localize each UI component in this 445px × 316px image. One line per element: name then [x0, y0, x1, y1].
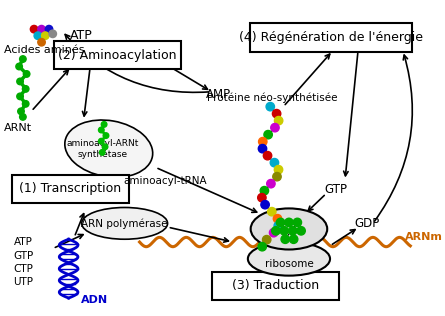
- Text: GDP: GDP: [355, 217, 380, 230]
- Circle shape: [38, 25, 45, 33]
- Circle shape: [38, 39, 45, 46]
- Circle shape: [264, 131, 272, 139]
- Text: Acides aminés: Acides aminés: [4, 45, 85, 55]
- Text: ARNt: ARNt: [4, 123, 32, 132]
- Circle shape: [34, 32, 41, 40]
- Circle shape: [267, 179, 275, 188]
- Circle shape: [98, 138, 104, 144]
- Circle shape: [258, 193, 266, 202]
- Circle shape: [41, 32, 49, 40]
- Circle shape: [272, 227, 280, 235]
- Circle shape: [261, 200, 269, 209]
- FancyBboxPatch shape: [12, 175, 129, 203]
- Circle shape: [293, 218, 302, 227]
- Circle shape: [273, 215, 282, 223]
- Text: Protéine néo-synthétisée: Protéine néo-synthétisée: [207, 93, 337, 103]
- Text: AMP: AMP: [206, 88, 231, 101]
- Circle shape: [260, 186, 269, 195]
- Circle shape: [99, 149, 105, 155]
- Circle shape: [274, 222, 283, 230]
- Text: ADN: ADN: [81, 295, 108, 305]
- Ellipse shape: [251, 209, 327, 250]
- Text: ARN polymérase: ARN polymérase: [81, 218, 168, 228]
- Ellipse shape: [82, 208, 168, 239]
- Circle shape: [281, 235, 289, 243]
- Circle shape: [98, 127, 104, 133]
- Ellipse shape: [65, 120, 153, 177]
- Circle shape: [49, 30, 57, 38]
- Text: GTP: GTP: [324, 183, 347, 196]
- Circle shape: [289, 235, 298, 243]
- Circle shape: [22, 100, 29, 107]
- Circle shape: [263, 151, 272, 160]
- Circle shape: [16, 63, 22, 70]
- Circle shape: [17, 93, 23, 100]
- Circle shape: [45, 25, 53, 33]
- Circle shape: [270, 158, 279, 167]
- Circle shape: [23, 71, 30, 77]
- Circle shape: [30, 25, 38, 33]
- Circle shape: [272, 109, 281, 118]
- Circle shape: [274, 166, 283, 174]
- Circle shape: [297, 227, 305, 235]
- FancyBboxPatch shape: [212, 272, 340, 300]
- Circle shape: [271, 124, 279, 132]
- Circle shape: [259, 137, 267, 146]
- Text: ATP
GTP
CTP
UTP: ATP GTP CTP UTP: [13, 237, 34, 287]
- Circle shape: [17, 78, 23, 85]
- Circle shape: [20, 114, 26, 120]
- Circle shape: [102, 144, 108, 149]
- Circle shape: [266, 102, 275, 111]
- Circle shape: [280, 227, 288, 235]
- Text: (1) Transcription: (1) Transcription: [20, 182, 121, 195]
- Text: (3) Traduction: (3) Traduction: [232, 279, 320, 292]
- Circle shape: [18, 108, 24, 115]
- Circle shape: [273, 173, 281, 181]
- Circle shape: [22, 86, 29, 92]
- Text: ATP: ATP: [69, 29, 92, 42]
- Circle shape: [269, 228, 278, 237]
- Circle shape: [258, 144, 267, 153]
- Circle shape: [103, 133, 109, 138]
- Text: ARNm: ARNm: [405, 232, 443, 242]
- Circle shape: [267, 208, 276, 216]
- FancyBboxPatch shape: [250, 23, 412, 52]
- Circle shape: [20, 56, 26, 62]
- Ellipse shape: [248, 242, 330, 276]
- Text: (2) Aminoacylation: (2) Aminoacylation: [58, 49, 176, 62]
- Text: (4) Régénération de l'énergie: (4) Régénération de l'énergie: [239, 31, 423, 44]
- FancyBboxPatch shape: [54, 41, 181, 69]
- Circle shape: [263, 235, 271, 244]
- Circle shape: [275, 117, 283, 125]
- Circle shape: [288, 227, 297, 235]
- Circle shape: [285, 218, 293, 227]
- Text: ribosome: ribosome: [265, 259, 313, 270]
- Circle shape: [258, 242, 267, 251]
- Circle shape: [276, 218, 285, 227]
- Text: aminoacyl-tRNA: aminoacyl-tRNA: [123, 176, 206, 186]
- Text: aminoacyl-ARNt
synthétase: aminoacyl-ARNt synthétase: [66, 139, 138, 159]
- Circle shape: [101, 122, 107, 127]
